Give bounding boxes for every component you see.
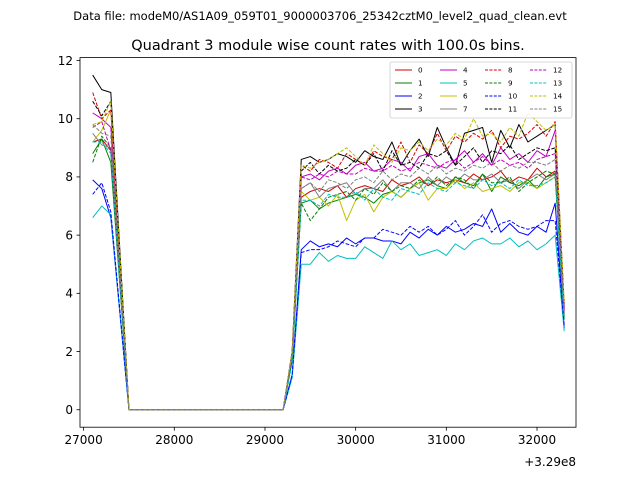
plot-frame — [79, 57, 577, 428]
legend-label-7: 7 — [463, 105, 468, 114]
y-tick-label: 0 — [65, 403, 73, 417]
x-tick-label: 30000 — [337, 433, 375, 447]
series-line-9 — [92, 135, 565, 411]
y-tick-label: 12 — [58, 54, 73, 68]
x-tick-label: 28000 — [155, 433, 193, 447]
x-tick-label: 31000 — [427, 433, 465, 447]
legend-label-8: 8 — [508, 66, 513, 75]
series-line-5 — [92, 205, 565, 411]
legend-label-0: 0 — [418, 66, 423, 75]
y-tick-label: 8 — [65, 170, 73, 184]
legend-label-10: 10 — [508, 92, 518, 101]
legend-label-1: 1 — [418, 79, 423, 88]
series-line-14 — [92, 100, 565, 411]
legend-label-4: 4 — [463, 66, 468, 75]
legend-label-15: 15 — [553, 105, 562, 114]
legend-label-5: 5 — [463, 79, 468, 88]
chart-supertitle: Data file: modeM0/AS1A09_059T01_90000037… — [73, 9, 567, 23]
series-line-15 — [92, 124, 565, 411]
legend-label-2: 2 — [418, 92, 423, 101]
y-tick-label: 6 — [65, 228, 73, 242]
series-line-13 — [92, 141, 565, 411]
y-axis: 0 2 4 6 8 10 12 — [58, 54, 80, 417]
x-tick-label: 29000 — [246, 433, 284, 447]
x-tick-label: 32000 — [518, 433, 556, 447]
series-line-12 — [92, 121, 565, 411]
legend-label-14: 14 — [553, 92, 563, 101]
legend-label-9: 9 — [508, 79, 513, 88]
x-axis: 27000 28000 29000 30000 31000 32000 — [65, 427, 556, 447]
series-line-3 — [92, 74, 565, 411]
legend-label-11: 11 — [508, 105, 517, 114]
x-offset-label: +3.29e8 — [524, 455, 576, 469]
legend-label-3: 3 — [418, 105, 423, 114]
series-line-10 — [92, 182, 565, 411]
chart-title: Quadrant 3 module wise count rates with … — [131, 38, 525, 54]
y-tick-label: 4 — [65, 287, 73, 301]
legend-label-6: 6 — [463, 92, 468, 101]
y-tick-label: 2 — [65, 345, 73, 359]
x-tick-label: 27000 — [65, 433, 103, 447]
legend-box — [389, 61, 573, 119]
legend-label-13: 13 — [553, 79, 562, 88]
legend-label-12: 12 — [553, 66, 562, 75]
series-layer — [92, 74, 565, 411]
y-tick-label: 10 — [58, 112, 73, 126]
series-line-8 — [92, 92, 565, 411]
